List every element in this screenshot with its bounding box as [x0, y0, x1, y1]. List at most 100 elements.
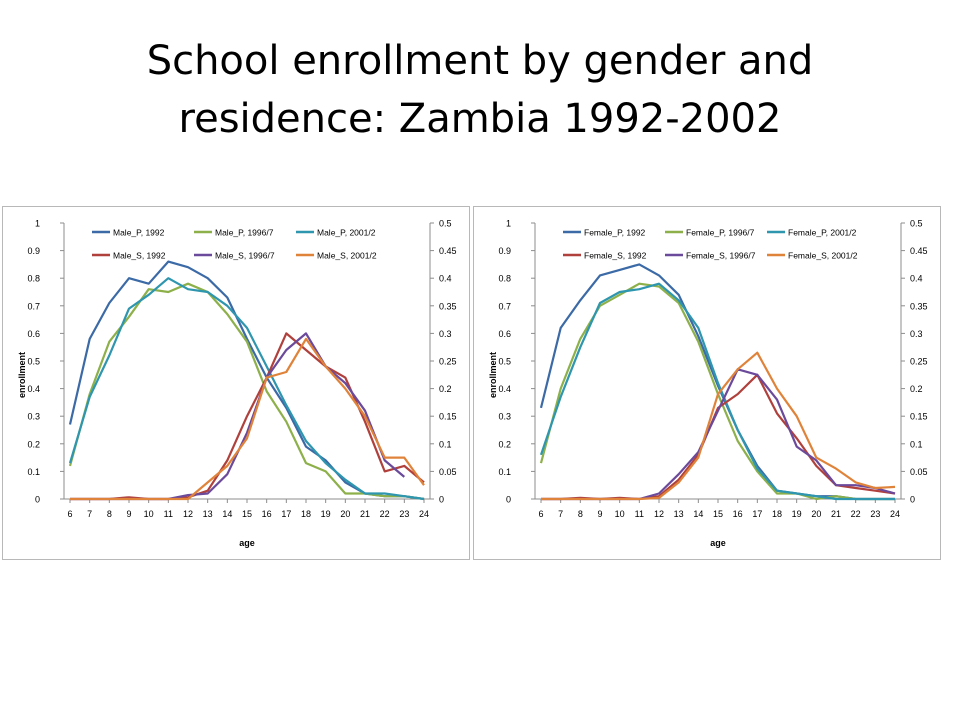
male-y-tick-label: 0.4 [27, 384, 40, 394]
male-x-axis-title: age [239, 538, 255, 548]
female-y-tick-label: 0.4 [498, 384, 511, 394]
female-x-tick-label: 19 [792, 509, 802, 519]
female-y2-tick-label: 0.45 [910, 246, 928, 256]
male-y2-tick-label: 0.15 [439, 412, 457, 422]
male-enrollment-chart: 0 0.1 0.2 0.3 0.4 0.5 0.6 0.7 0.8 0.9 1 0 0.05 0.1 0.1… [2, 206, 470, 560]
female-y2-tick-label: 0.3 [910, 329, 923, 339]
female-y2-tick-label: 0.2 [910, 384, 923, 394]
male-legend-label-4: Male_S, 1992 [113, 251, 166, 261]
female-y2-tick-label: 0 [910, 495, 915, 505]
female-y-tick-label: 0 [506, 495, 511, 505]
male-y-tick-label: 0.8 [27, 274, 40, 284]
female-y-tick-label: 0.8 [498, 274, 511, 284]
female-x-tick-label: 21 [831, 509, 841, 519]
female-x-axis-title: age [710, 538, 726, 548]
female-series-line-6 [541, 351, 896, 501]
male-y2-tick-label: 0.45 [439, 246, 457, 256]
male-series-line-4 [70, 332, 425, 501]
female-legend-label-2: Female_P, 1996/7 [686, 228, 755, 238]
female-y2-tick-label: 0.35 [910, 301, 928, 311]
male-y2-tick-label: 0.3 [439, 329, 452, 339]
male-x-tick-label: 15 [242, 509, 252, 519]
female-x-tick-label: 6 [538, 509, 543, 519]
female-x-tick-label: 24 [890, 509, 900, 519]
female-y-tick-label: 0.5 [498, 357, 511, 367]
slide-title-line-1: School enrollment by gender and [146, 38, 814, 84]
male-y2-tick-label: 0.35 [439, 301, 457, 311]
female-x-tick-label: 17 [752, 509, 762, 519]
female-y2-tick-label: 0.15 [910, 412, 928, 422]
male-x-tick-label: 17 [281, 509, 291, 519]
female-series-line-3 [539, 282, 895, 501]
female-legend-label-4: Female_S, 1992 [584, 251, 647, 261]
male-legend-label-6: Male_S, 2001/2 [317, 251, 377, 261]
male-x-tick-label: 16 [262, 509, 272, 519]
male-x-tick-label: 20 [340, 509, 350, 519]
male-x-tick-label: 11 [164, 509, 173, 519]
female-enrollment-chart: 0 0.1 0.2 0.3 0.4 0.5 0.6 0.7 0.8 0.9 1 0 0.05 0.1 0.1… [473, 206, 941, 560]
female-y-tick-label: 1 [506, 219, 511, 229]
female-y2-tick-label: 0.05 [910, 467, 928, 477]
female-y2-tick-label: 0.1 [910, 439, 923, 449]
male-y2-tick-label: 0.1 [439, 439, 452, 449]
male-x-tick-label: 18 [301, 509, 311, 519]
female-x-tick-label: 22 [851, 509, 861, 519]
female-legend-label-5: Female_S, 1996/7 [686, 251, 756, 261]
male-series-line-3 [68, 277, 425, 501]
female-x-tick-label: 7 [558, 509, 563, 519]
male-y-tick-label: 0.9 [27, 246, 40, 256]
female-x-tick-label: 20 [811, 509, 821, 519]
female-y-tick-label: 0.1 [498, 467, 511, 477]
female-x-tick-label: 8 [578, 509, 583, 519]
female-x-tick-label: 12 [654, 509, 664, 519]
male-legend-label-3: Male_P, 2001/2 [317, 228, 376, 238]
female-y2-tick-label: 0.4 [910, 274, 923, 284]
female-x-tick-label: 11 [635, 509, 644, 519]
male-y2-tick-label: 0.5 [439, 219, 452, 229]
female-x-tick-label: 10 [615, 509, 625, 519]
male-x-tick-label: 22 [380, 509, 390, 519]
female-y-tick-label: 0.7 [498, 301, 511, 311]
male-x-tick-label: 24 [419, 509, 429, 519]
female-x-tick-label: 18 [772, 509, 782, 519]
male-y-tick-label: 0.6 [27, 329, 40, 339]
male-x-tick-label: 12 [183, 509, 193, 519]
male-x-tick-label: 10 [144, 509, 154, 519]
female-y-tick-label: 0.9 [498, 246, 511, 256]
female-y-tick-label: 0.6 [498, 329, 511, 339]
male-y-tick-label: 0.3 [27, 412, 40, 422]
male-y2-tick-label: 0.05 [439, 467, 457, 477]
male-series-line-1 [68, 260, 425, 501]
female-legend-label-3: Female_P, 2001/2 [788, 228, 857, 238]
male-series-line-6 [70, 337, 425, 501]
male-legend-label-5: Male_S, 1996/7 [215, 251, 275, 261]
female-x-tick-label: 15 [713, 509, 723, 519]
female-y-tick-label: 0.2 [498, 439, 511, 449]
male-x-tick-label: 19 [321, 509, 331, 519]
female-enrollment-chart-svg: 00.10.20.30.40.50.60.70.80.9100.050.10.1… [488, 219, 928, 549]
male-y2-tick-label: 0 [439, 495, 444, 505]
male-y-tick-label: 0 [35, 495, 40, 505]
male-x-tick-label: 23 [399, 509, 409, 519]
male-y-tick-label: 0.1 [27, 467, 40, 477]
female-y-axis-title: enrollment [488, 352, 498, 398]
male-x-tick-label: 14 [222, 509, 232, 519]
female-x-tick-label: 14 [693, 509, 703, 519]
female-x-tick-label: 16 [733, 509, 743, 519]
female-x-tick-label: 13 [674, 509, 684, 519]
female-x-tick-label: 23 [870, 509, 880, 519]
male-enrollment-chart-svg: 00.10.20.30.40.50.60.70.80.9100.050.10.1… [17, 219, 457, 549]
male-x-tick-label: 13 [203, 509, 213, 519]
male-y-tick-label: 1 [35, 219, 40, 229]
male-series-line-2 [68, 282, 425, 501]
male-y-tick-label: 0.5 [27, 357, 40, 367]
male-x-tick-label: 7 [87, 509, 92, 519]
male-x-tick-label: 9 [126, 509, 131, 519]
female-y2-tick-label: 0.25 [910, 357, 928, 367]
male-y-axis-title: enrollment [17, 352, 27, 398]
male-y-tick-label: 0.7 [27, 301, 40, 311]
male-x-tick-label: 21 [360, 509, 370, 519]
slide-title: School enrollment by gender and residenc… [60, 32, 900, 148]
female-y2-tick-label: 0.5 [910, 219, 923, 229]
female-legend-label-6: Female_S, 2001/2 [788, 251, 858, 261]
